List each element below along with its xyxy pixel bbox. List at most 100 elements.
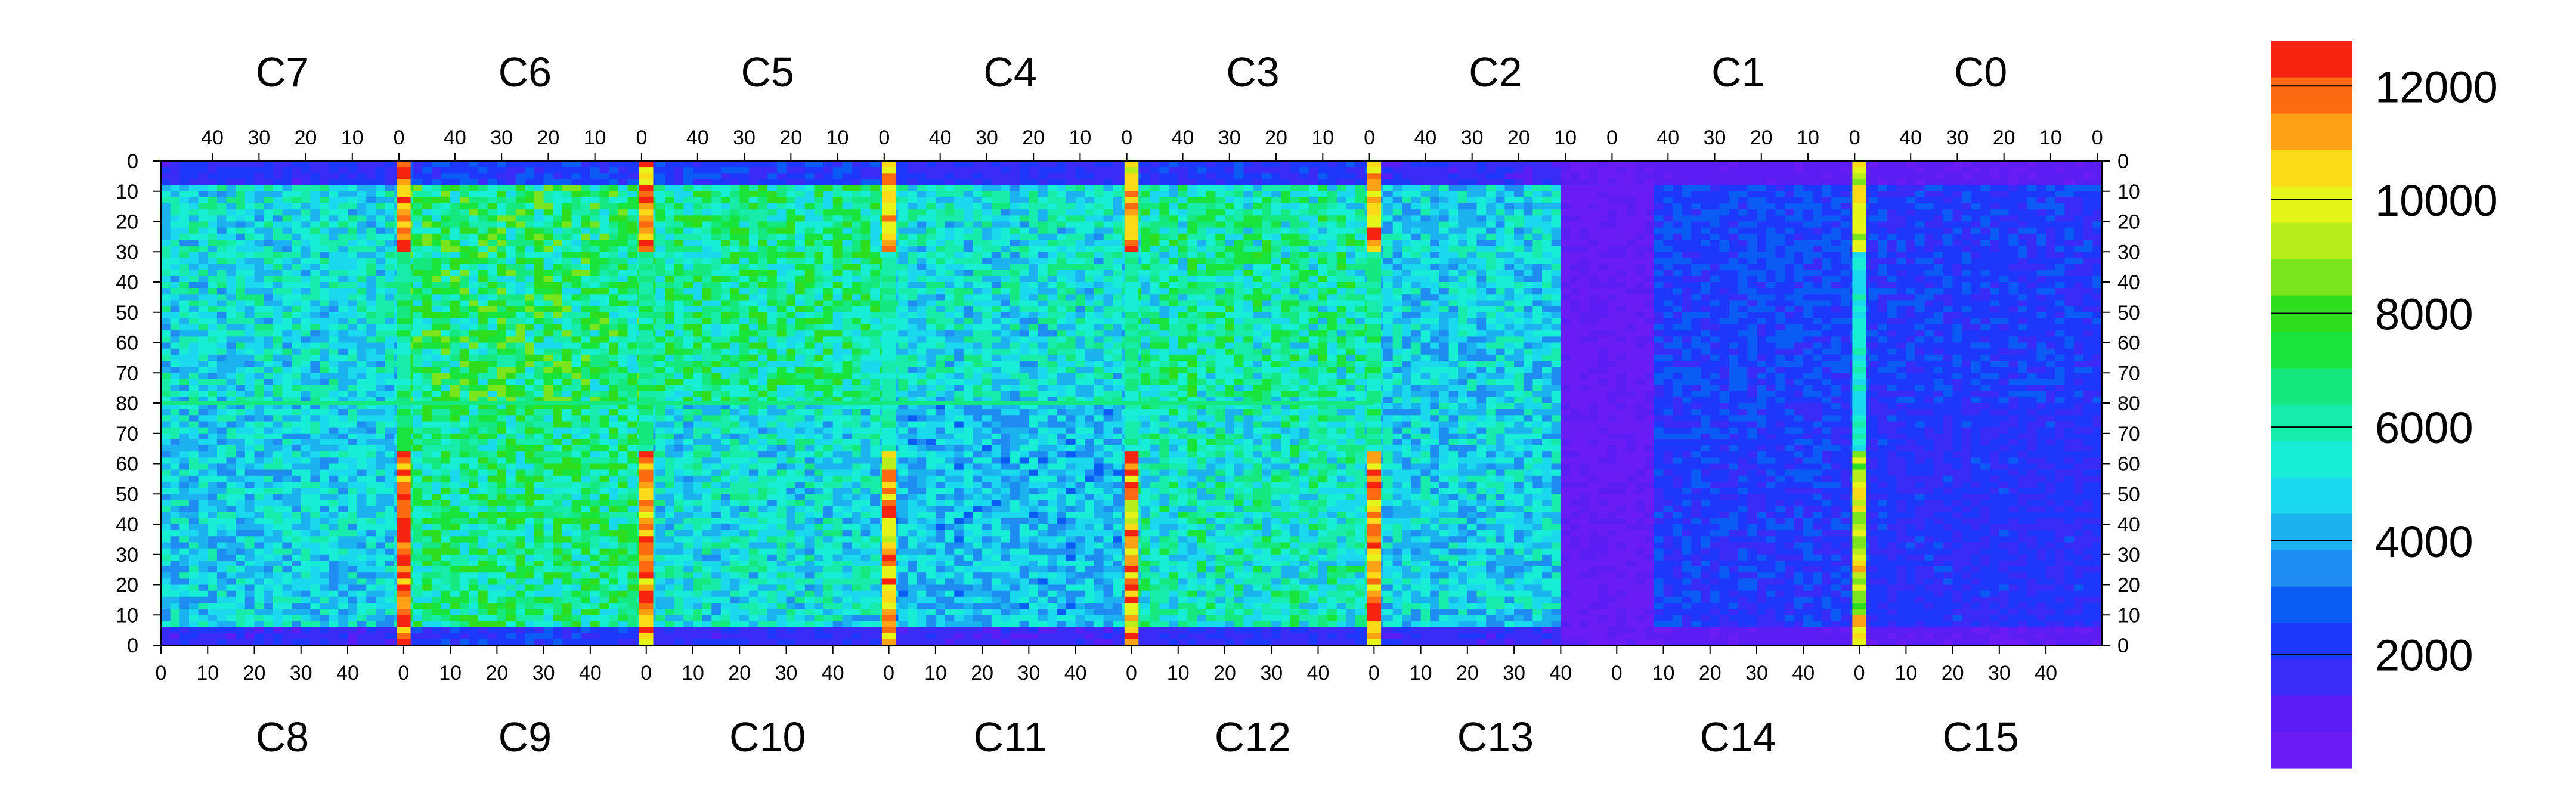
- heatmap-cell: [282, 342, 292, 349]
- heatmap-cell: [1308, 348, 1318, 355]
- heatmap-cell: [348, 233, 358, 240]
- heatmap-cell: [1290, 191, 1300, 198]
- heatmap-cell: [413, 264, 423, 271]
- heatmap-cell: [441, 391, 451, 398]
- heatmap-cell: [973, 275, 983, 283]
- heatmap-cell: [1094, 342, 1104, 349]
- heatmap-cell: [1215, 258, 1225, 265]
- heatmap-cell: [860, 361, 871, 367]
- heatmap-cell: [198, 282, 208, 289]
- heatmap-cell: [1243, 215, 1253, 222]
- heatmap-cell: [852, 306, 862, 313]
- heatmap-cell: [459, 240, 469, 246]
- heatmap-cell: [478, 203, 488, 210]
- heatmap-cell: [581, 367, 591, 373]
- heatmap-cell: [422, 342, 432, 349]
- heatmap-cell: [963, 354, 973, 361]
- heatmap-cell: [898, 215, 908, 222]
- heatmap-cell: [1057, 173, 1067, 180]
- heatmap-cell: [795, 318, 806, 325]
- heatmap-cell: [1243, 173, 1253, 180]
- heatmap-cell: [497, 288, 507, 295]
- heatmap-cell: [907, 373, 918, 380]
- heatmap-cell: [860, 215, 871, 222]
- heatmap-cell: [487, 379, 497, 386]
- heatmap-cell: [739, 391, 750, 398]
- heatmap-cell: [926, 324, 936, 331]
- heatmap-cell: [581, 385, 591, 392]
- heatmap-cell: [1187, 361, 1197, 367]
- heatmap-cell: [534, 233, 544, 240]
- heatmap-cell: [748, 252, 759, 259]
- heatmap-cell: [282, 324, 292, 331]
- heatmap-cell: [609, 318, 619, 325]
- heatmap-cell: [515, 161, 525, 168]
- heatmap-cell: [954, 167, 964, 174]
- heatmap-cell: [832, 270, 843, 277]
- heatmap-cell: [264, 240, 274, 246]
- heatmap-cell: [385, 167, 395, 174]
- heatmap-cell: [1066, 246, 1076, 252]
- heatmap-cell: [1001, 240, 1011, 246]
- heatmap-cell: [459, 367, 469, 373]
- heatmap-cell: [590, 240, 600, 246]
- heatmap-cell: [842, 203, 852, 210]
- heatmap-cell: [450, 185, 460, 192]
- heatmap-cell: [1262, 167, 1272, 174]
- heatmap-cell: [562, 397, 572, 404]
- heatmap-cell: [525, 336, 535, 343]
- heatmap-cell: [1085, 191, 1095, 198]
- heatmap-cell: [767, 348, 778, 355]
- heatmap-cell: [795, 227, 806, 234]
- heatmap-cell: [375, 161, 386, 168]
- heatmap-cell: [823, 252, 834, 259]
- heatmap-cell: [748, 270, 759, 277]
- heatmap-cell: [1271, 330, 1281, 337]
- heatmap-cell: [216, 270, 227, 277]
- heatmap-cell: [898, 300, 908, 307]
- heatmap-cell: [973, 227, 983, 234]
- heatmap-cell: [1234, 282, 1244, 289]
- heatmap-cell: [1178, 258, 1188, 265]
- heatmap-cell: [786, 173, 796, 180]
- heatmap-cell: [832, 348, 843, 355]
- heatmap-cell: [1243, 227, 1253, 234]
- heatmap-cell: [693, 233, 703, 240]
- heatmap-cell: [618, 203, 628, 210]
- heatmap-cell: [945, 300, 955, 307]
- heatmap-cell: [441, 209, 451, 216]
- heatmap-cell: [1047, 161, 1057, 168]
- heatmap-cell: [487, 179, 497, 186]
- heatmap-cell: [226, 270, 236, 277]
- heatmap-cell: [693, 348, 703, 355]
- heatmap-cell: [543, 264, 553, 271]
- heatmap-cell: [1085, 312, 1095, 319]
- heatmap-cell: [898, 197, 908, 204]
- heatmap-cell: [264, 324, 274, 331]
- heatmap-cell: [870, 270, 880, 277]
- heatmap-cell: [860, 246, 871, 252]
- heatmap-cell: [478, 306, 488, 313]
- heatmap-cell: [917, 336, 927, 343]
- heatmap-cell: [1075, 312, 1085, 319]
- heatmap-cell: [497, 275, 507, 283]
- heatmap-cell: [954, 252, 964, 259]
- heatmap-cell: [945, 379, 955, 386]
- heatmap-cell: [226, 306, 236, 313]
- heatmap-cell: [1243, 252, 1253, 259]
- heatmap-cell: [357, 264, 367, 271]
- heatmap-cell: [422, 246, 432, 252]
- heatmap-cell: [1318, 185, 1328, 192]
- heatmap-cell: [1187, 294, 1197, 301]
- heatmap-cell: [1038, 373, 1048, 380]
- heatmap-cell: [870, 300, 880, 307]
- heatmap-cell: [1150, 191, 1160, 198]
- heatmap-cell: [413, 233, 423, 240]
- heatmap-cell: [375, 336, 386, 343]
- heatmap-cell: [525, 306, 535, 313]
- heatmap-cell: [1215, 336, 1225, 343]
- heatmap-cell: [823, 336, 834, 343]
- heatmap-cell: [236, 227, 246, 234]
- heatmap-cell: [273, 179, 283, 186]
- heatmap-cell: [814, 294, 824, 301]
